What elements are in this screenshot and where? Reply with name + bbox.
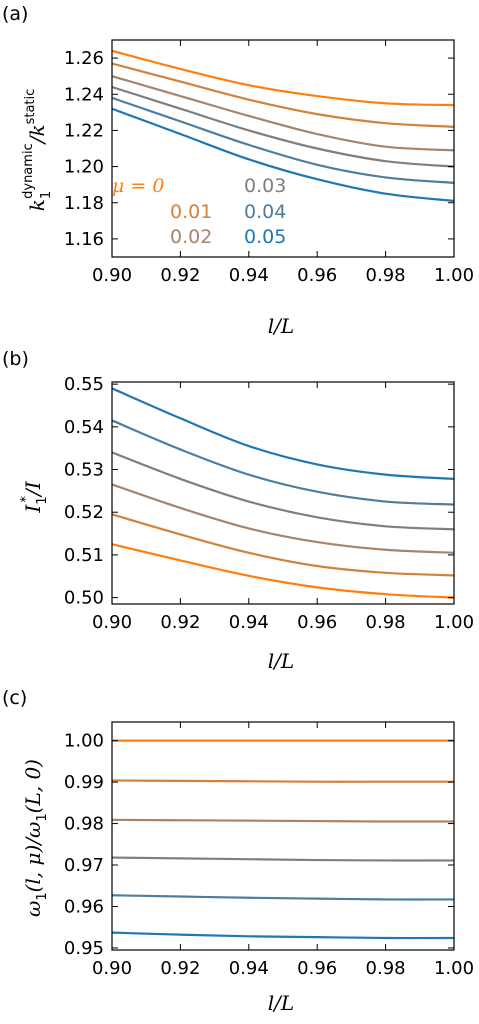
panel-c-series-mu-0-03 xyxy=(112,856,454,862)
panel-a-y-tick-label: 1.20 xyxy=(64,157,104,178)
panel-c-label: (c) xyxy=(2,687,27,709)
panel-b-y-tick-label: 0.53 xyxy=(64,460,104,481)
panel-b-y-tick-label: 0.51 xyxy=(64,545,104,566)
panel-a: (a) k1dynamic/kstatic l/L 0.90 0.92 0.94 0.… xyxy=(2,3,474,338)
panel-a-plot-area: 0.90 0.92 0.94 0.96 0.98 1.00 1.16 1.18 1.20 1.22… xyxy=(64,39,474,286)
panel-b-x-tick-label: 0.90 xyxy=(92,612,132,633)
panel-c-series-mu-0-01 xyxy=(112,779,454,783)
panel-c-y-tick-label: 0.98 xyxy=(64,814,104,835)
legend-entry-mu-0-05: 0.05 xyxy=(244,226,286,248)
panel-b-x-tick-label: 0.96 xyxy=(297,612,337,633)
legend-entry-mu-0: μ = 0 xyxy=(112,175,164,197)
panel-a-label: (a) xyxy=(2,3,28,25)
panel-c: (c) ω1(l, μ)/ω1(L, 0) l/L 0.90 0.92 0.94 0.… xyxy=(2,687,474,1015)
panel-c-x-tick-label: 1.00 xyxy=(434,958,474,979)
panel-c-x-tick-label: 0.98 xyxy=(366,958,406,979)
panel-c-x-tick-label: 0.90 xyxy=(92,958,132,979)
panel-b-series-mu-0-05 xyxy=(112,387,454,481)
legend-entry-mu-0-03: 0.03 xyxy=(244,175,286,197)
panel-a-series-mu-0-01 xyxy=(112,62,454,128)
panel-c-series-mu-0-04 xyxy=(112,894,454,901)
panel-b-x-tick-label: 0.92 xyxy=(160,612,200,633)
panel-a-y-tick-label: 1.24 xyxy=(64,84,104,105)
panel-b-series-mu-0-04 xyxy=(112,419,454,506)
panel-a-x-tick-label: 0.96 xyxy=(297,265,337,286)
panel-b-x-tick-label: 0.98 xyxy=(366,612,406,633)
legend-entry-mu-0-02: 0.02 xyxy=(170,226,212,248)
panel-a-series-mu-0 xyxy=(112,49,454,107)
panel-a-frame xyxy=(111,39,455,258)
panel-a-series-mu-0-04 xyxy=(112,96,454,184)
panel-c-series-mu-0-02 xyxy=(112,818,454,823)
panel-b-y-tick-label: 0.52 xyxy=(64,502,104,523)
panel-a-y-axis-label: k1dynamic/kstatic xyxy=(21,89,54,212)
panel-c-x-tick-label: 0.92 xyxy=(160,958,200,979)
panel-b-y-tick-label: 0.54 xyxy=(64,417,104,438)
panel-a-x-tick-label: 0.92 xyxy=(160,265,200,286)
panel-b-y-tick-label: 0.50 xyxy=(64,588,104,609)
panel-b-x-axis-label: l/L xyxy=(268,649,294,673)
panel-c-series-group xyxy=(112,739,454,940)
panel-b-series-mu-0-03 xyxy=(112,451,454,531)
panel-b-x-tick-label: 0.94 xyxy=(229,612,269,633)
panel-c-frame xyxy=(111,721,455,951)
panel-c-y-tick-label: 1.00 xyxy=(64,731,104,752)
panel-b-series-mu-0 xyxy=(112,543,454,599)
panel-b-label: (b) xyxy=(2,348,29,370)
panel-c-series-mu-0-05 xyxy=(112,931,454,940)
panel-c-y-axis-label: ω1(l, μ)/ω1(L, 0) xyxy=(21,759,50,917)
panel-a-y-tick-label: 1.26 xyxy=(64,48,104,69)
panel-c-y-tick-label: 0.99 xyxy=(64,772,104,793)
panel-a-series-mu-0-02 xyxy=(112,75,454,152)
panel-a-y-tick-label: 1.18 xyxy=(64,193,104,214)
panel-a-y-tick-label: 1.16 xyxy=(64,229,104,250)
panel-a-x-tick-label: 0.94 xyxy=(229,265,269,286)
panel-a-x-tick-label: 0.98 xyxy=(366,265,406,286)
panel-a-legend: μ = 0 0.01 0.02 0.03 0.04 0.05 xyxy=(112,175,286,248)
panel-c-x-tick-label: 0.96 xyxy=(297,958,337,979)
panel-b: (b) I1*/I l/L 0.90 0.92 0.94 0.96 0.98 1.000.… xyxy=(2,348,474,673)
panel-a-x-axis-label: l/L xyxy=(268,314,294,338)
panel-a-x-tick-label: 0.90 xyxy=(92,265,132,286)
panel-c-y-tick-label: 0.95 xyxy=(64,938,104,959)
panel-c-plot-area: 0.90 0.92 0.94 0.96 0.98 1.00 0.95 0.96 0.97 0.98… xyxy=(64,721,474,979)
panel-c-y-tick-label: 0.97 xyxy=(64,855,104,876)
legend-entry-mu-0-01: 0.01 xyxy=(170,201,212,223)
legend-entry-mu-0-04: 0.04 xyxy=(244,201,286,223)
panel-b-series-mu-0-01 xyxy=(112,513,454,577)
panel-b-x-tick-label: 1.00 xyxy=(434,612,474,633)
panel-b-y-tick-label: 0.55 xyxy=(64,374,104,395)
panel-b-frame xyxy=(111,381,455,605)
panel-c-x-axis-label: l/L xyxy=(268,991,294,1015)
panel-b-y-axis-label: I1*/I xyxy=(19,480,50,513)
panel-a-series-mu-0-05 xyxy=(112,107,454,203)
panel-c-y-tick-label: 0.96 xyxy=(64,896,104,917)
panel-a-series-mu-0-03 xyxy=(112,85,454,168)
panel-c-x-tick-label: 0.94 xyxy=(229,958,269,979)
panel-a-y-tick-label: 1.22 xyxy=(64,120,104,141)
panel-b-series-group xyxy=(112,387,454,599)
panel-a-series-group xyxy=(112,49,454,203)
panel-a-x-tick-label: 1.00 xyxy=(434,265,474,286)
panel-b-plot-area: 0.90 0.92 0.94 0.96 0.98 1.00 0.50 0.51 0.52 0.53… xyxy=(64,374,474,633)
panel-b-series-mu-0-02 xyxy=(112,483,454,554)
